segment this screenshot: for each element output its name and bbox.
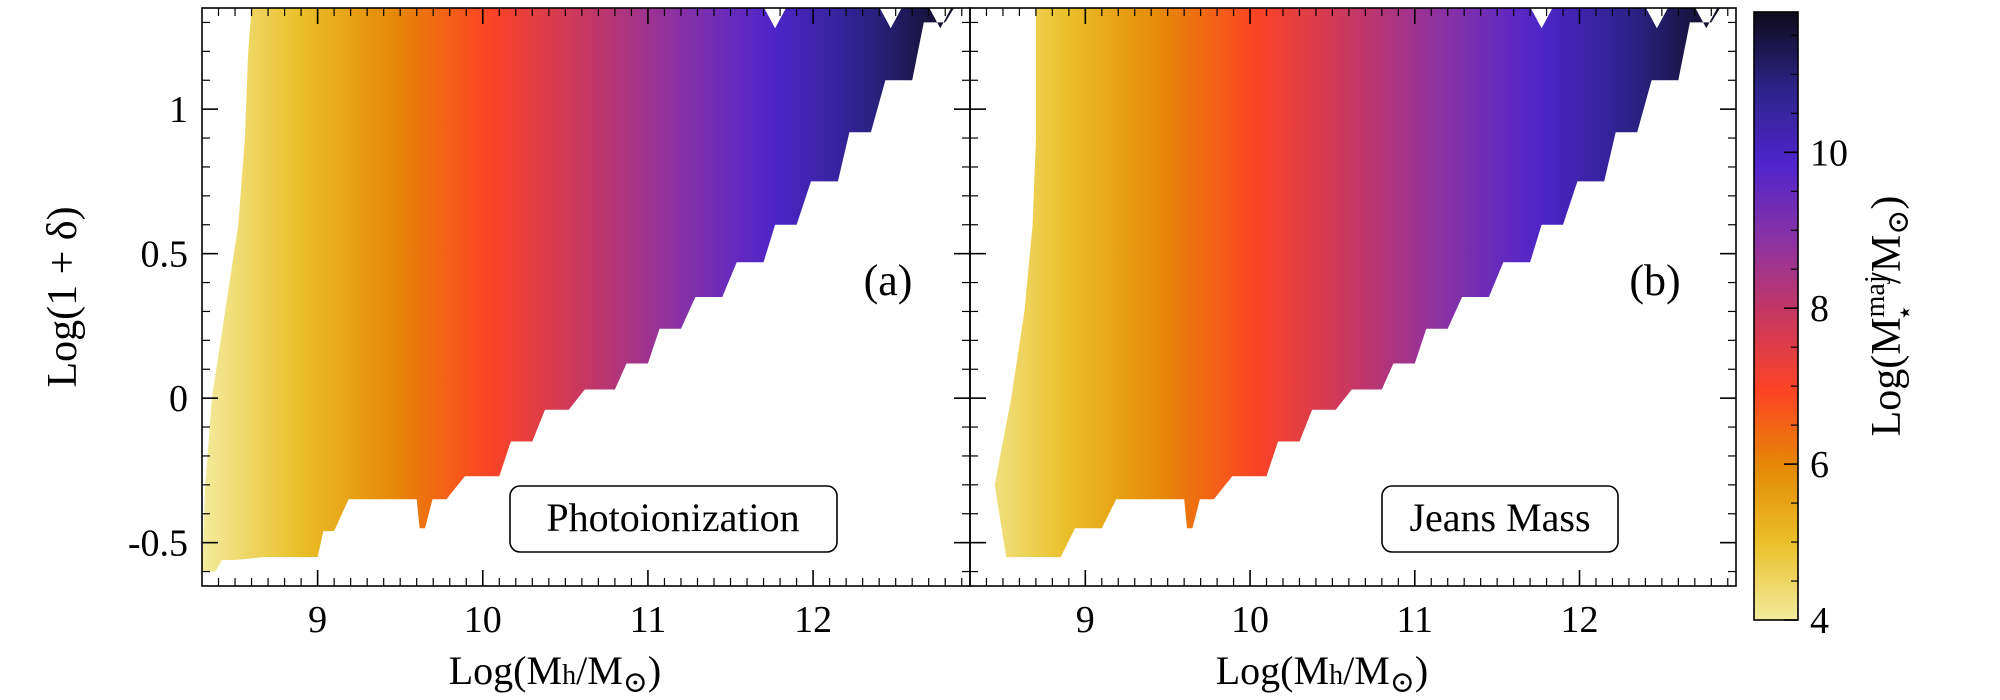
x-tick-label: 9: [308, 599, 327, 641]
panel-b-ticks: 9 10 11 12: [970, 8, 1736, 641]
x-tick-label: 11: [630, 599, 667, 641]
x-tick-label: 9: [1076, 599, 1095, 641]
panel-a-label: (a): [864, 256, 913, 305]
panel-a-label-box: [509, 485, 838, 553]
panel-b-frame: [969, 7, 1737, 587]
colorbar: 4 6 8 10: [1753, 11, 1848, 642]
panel-b: 9 10 11 12 (b) Jeans Mass: [969, 7, 1737, 641]
colorbar-ticks: 4 6 8 10: [1784, 34, 1848, 642]
panel-b-filled-region: [994, 8, 1721, 558]
colorbar-gradient: [1753, 11, 1799, 621]
colorbar-label: Log(Mmaj⋆/M⊙): [1860, 196, 1921, 437]
panel-a-heat-region: [202, 8, 954, 572]
panel-b-label: (b): [1629, 256, 1680, 305]
y-tick-label: 0: [169, 378, 188, 420]
panel-a-box-label: Photoionization: [546, 495, 799, 540]
x-tick-label: 12: [1561, 599, 1599, 641]
y-axis-label: Log(1 + δ): [40, 206, 86, 387]
x-axis-label-a: Log(Mh/M⊙): [449, 648, 661, 699]
y-tick-label: 0.5: [141, 234, 189, 276]
colorbar-tick-label: 4: [1810, 600, 1829, 642]
x-tick-label: 10: [1231, 599, 1269, 641]
panel-b-heat-region: [994, 8, 1721, 558]
panel-a: 9 10 11 12 -0.5 0 0.5 1 (a) Photoionization: [128, 7, 971, 641]
x-axis-label-b: Log(Mh/M⊙): [1216, 648, 1428, 699]
colorbar-tick-label: 10: [1810, 132, 1848, 174]
colorbar-tick-label: 6: [1810, 444, 1829, 486]
panel-b-box-label: Jeans Mass: [1409, 495, 1590, 540]
colorbar-tick-label: 8: [1810, 288, 1829, 330]
svg-text:Log(Mmaj⋆/M⊙): Log(Mmaj⋆/M⊙): [1860, 196, 1921, 437]
panel-b-label-box: [1381, 485, 1619, 553]
svg-text:Log(1 + δ): Log(1 + δ): [40, 206, 86, 387]
y-tick-label: 1: [169, 89, 188, 131]
x-tick-label: 11: [1396, 599, 1433, 641]
panel-a-ticks: 9 10 11 12 -0.5 0 0.5 1: [128, 8, 970, 641]
panel-a-filled-region: [202, 8, 954, 572]
x-tick-label: 12: [794, 599, 832, 641]
x-tick-label: 10: [464, 599, 502, 641]
y-tick-label: -0.5: [128, 523, 188, 565]
